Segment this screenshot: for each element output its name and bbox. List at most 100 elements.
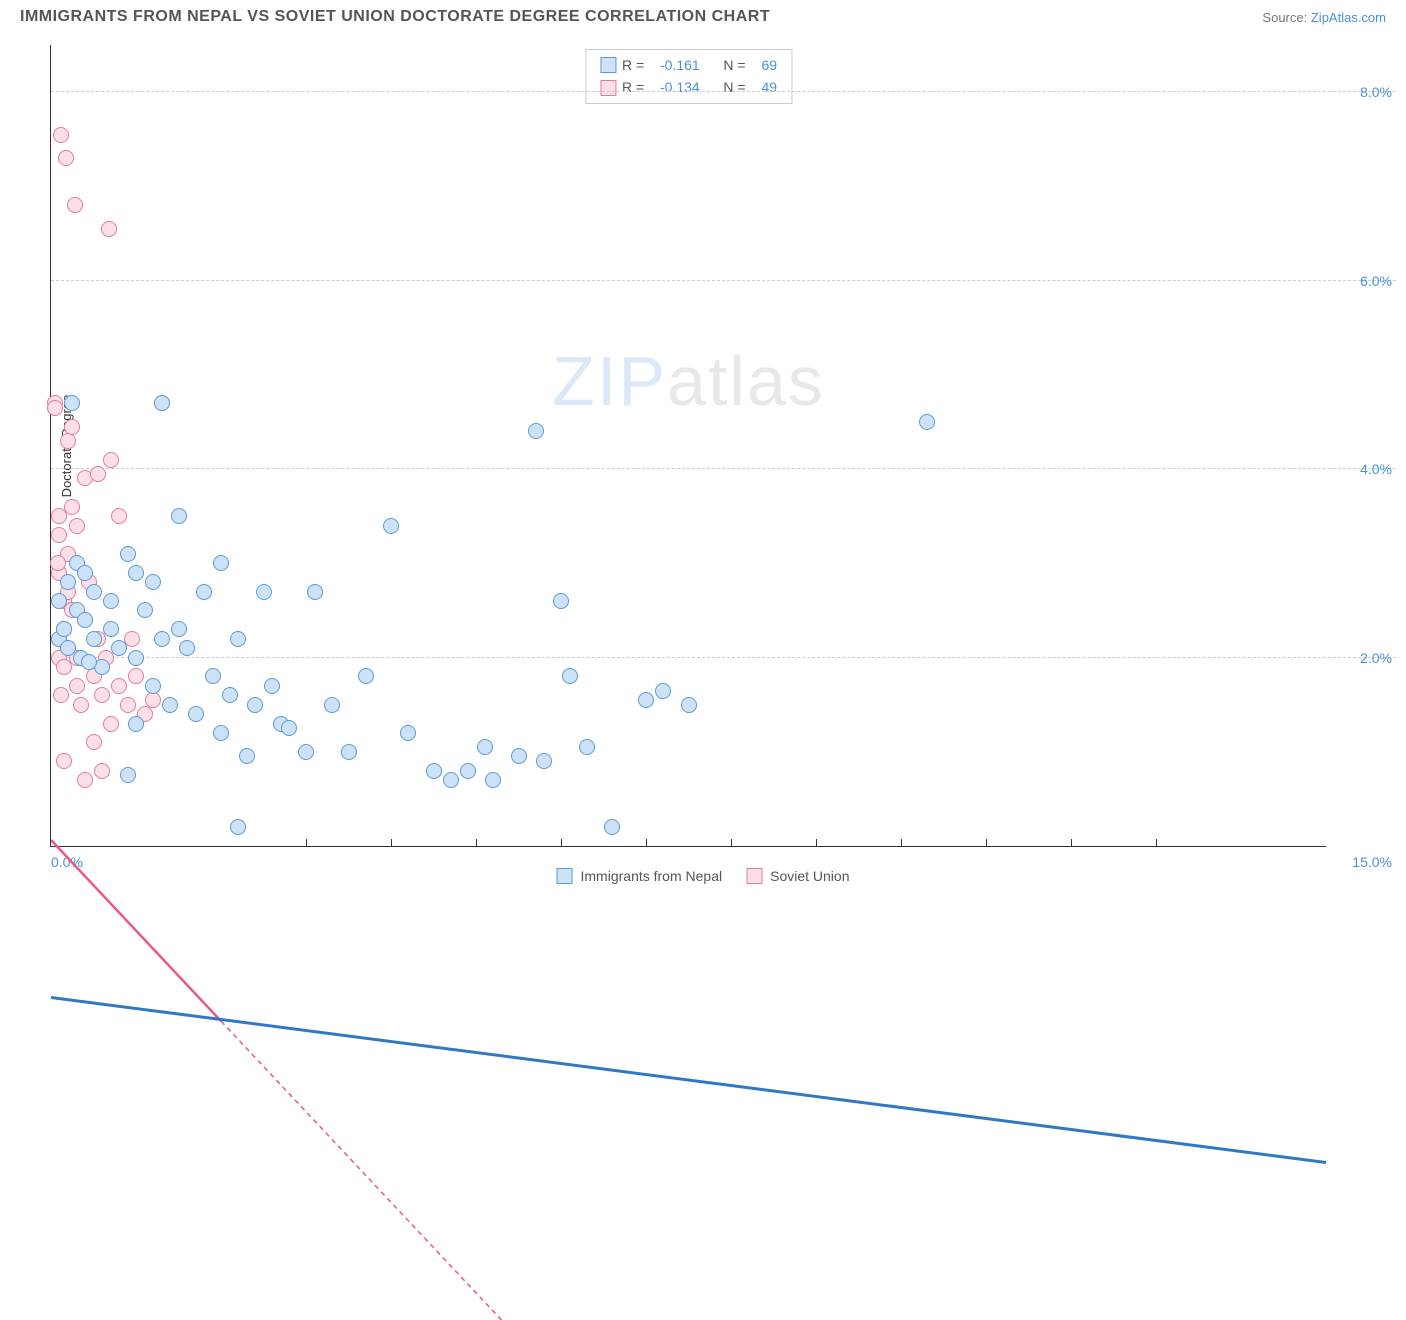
data-point xyxy=(73,697,89,713)
data-point xyxy=(655,683,671,699)
data-point xyxy=(281,720,297,736)
watermark-atlas: atlas xyxy=(667,342,825,420)
data-point xyxy=(64,395,80,411)
data-point xyxy=(94,763,110,779)
data-point xyxy=(307,584,323,600)
data-point xyxy=(154,631,170,647)
legend-swatch xyxy=(557,868,573,884)
data-point xyxy=(145,678,161,694)
data-point xyxy=(56,753,72,769)
data-point xyxy=(145,692,161,708)
x-tick xyxy=(816,839,817,847)
data-point xyxy=(426,763,442,779)
data-point xyxy=(179,640,195,656)
data-point xyxy=(536,753,552,769)
source-link[interactable]: ZipAtlas.com xyxy=(1311,10,1386,25)
data-point xyxy=(50,555,66,571)
data-point xyxy=(128,650,144,666)
data-point xyxy=(579,739,595,755)
stats-swatch xyxy=(600,80,616,96)
data-point xyxy=(81,654,97,670)
data-point xyxy=(90,466,106,482)
data-point xyxy=(58,150,74,166)
plot-area: ZIPatlas Doctorate Degree 0.0% 15.0% R =… xyxy=(50,45,1326,847)
data-point xyxy=(528,423,544,439)
data-point xyxy=(47,400,63,416)
data-point xyxy=(341,744,357,760)
y-tick-label: 4.0% xyxy=(1360,461,1392,477)
regression-lines xyxy=(51,45,1326,1320)
stats-legend-box: R = -0.161 N = 69R = -0.134 N = 49 xyxy=(585,49,792,104)
data-point xyxy=(196,584,212,600)
stats-swatch xyxy=(600,57,616,73)
legend-label: Immigrants from Nepal xyxy=(581,868,723,884)
x-tick xyxy=(901,839,902,847)
data-point xyxy=(247,697,263,713)
data-point xyxy=(60,574,76,590)
data-point xyxy=(120,767,136,783)
data-point xyxy=(60,433,76,449)
data-point xyxy=(553,593,569,609)
data-point xyxy=(69,518,85,534)
data-point xyxy=(103,716,119,732)
data-point xyxy=(51,527,67,543)
stats-r-value: -0.161 xyxy=(660,54,700,76)
data-point xyxy=(511,748,527,764)
data-point xyxy=(477,739,493,755)
stats-n-value: 69 xyxy=(761,54,777,76)
data-point xyxy=(77,565,93,581)
data-point xyxy=(86,631,102,647)
x-tick xyxy=(561,839,562,847)
data-point xyxy=(171,508,187,524)
data-point xyxy=(256,584,272,600)
data-point xyxy=(128,565,144,581)
data-point xyxy=(101,221,117,237)
x-tick xyxy=(986,839,987,847)
data-point xyxy=(86,734,102,750)
data-point xyxy=(460,763,476,779)
data-point xyxy=(77,612,93,628)
source-label: Source: xyxy=(1262,10,1307,25)
x-tick xyxy=(476,839,477,847)
data-point xyxy=(443,772,459,788)
gridline-h xyxy=(51,657,1396,658)
x-tick xyxy=(391,839,392,847)
data-point xyxy=(137,602,153,618)
data-point xyxy=(128,716,144,732)
stats-r-value: -0.134 xyxy=(660,76,700,98)
data-point xyxy=(188,706,204,722)
data-point xyxy=(111,678,127,694)
chart-title: IMMIGRANTS FROM NEPAL VS SOVIET UNION DO… xyxy=(20,8,770,26)
y-tick-label: 2.0% xyxy=(1360,650,1392,666)
data-point xyxy=(103,452,119,468)
data-point xyxy=(604,819,620,835)
legend-label: Soviet Union xyxy=(770,868,849,884)
data-point xyxy=(67,197,83,213)
data-point xyxy=(120,697,136,713)
data-point xyxy=(230,631,246,647)
gridline-h xyxy=(51,280,1396,281)
stats-r-label: R = xyxy=(622,76,644,98)
data-point xyxy=(205,668,221,684)
series-legend: Immigrants from Nepal Soviet Union xyxy=(557,868,850,884)
data-point xyxy=(213,725,229,741)
stats-row: R = -0.134 N = 49 xyxy=(600,76,777,98)
data-point xyxy=(562,668,578,684)
data-point xyxy=(154,395,170,411)
x-tick xyxy=(306,839,307,847)
data-point xyxy=(103,621,119,637)
stats-n-value: 49 xyxy=(761,76,777,98)
data-point xyxy=(400,725,416,741)
data-point xyxy=(120,546,136,562)
data-point xyxy=(383,518,399,534)
data-point xyxy=(56,621,72,637)
legend-swatch xyxy=(746,868,762,884)
data-point xyxy=(64,499,80,515)
data-point xyxy=(919,414,935,430)
data-point xyxy=(69,678,85,694)
data-point xyxy=(638,692,654,708)
x-tick xyxy=(1071,839,1072,847)
stats-r-label: R = xyxy=(622,54,644,76)
data-point xyxy=(53,687,69,703)
gridline-h xyxy=(51,468,1396,469)
